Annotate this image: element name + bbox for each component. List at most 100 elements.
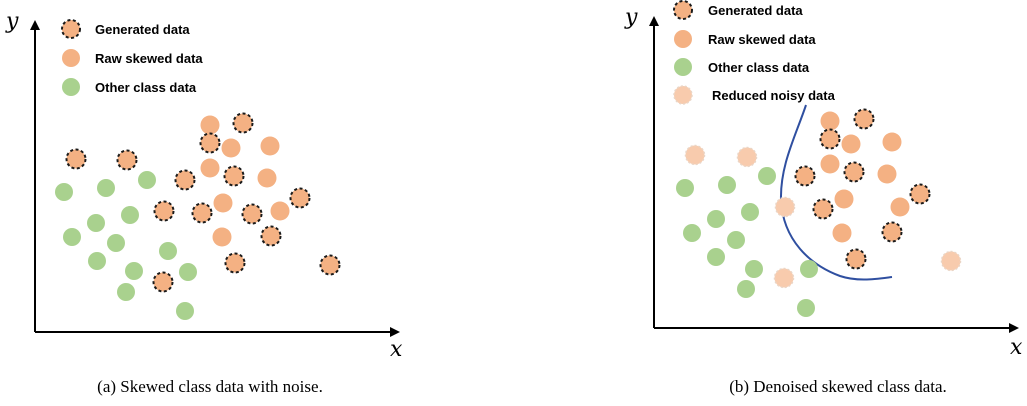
generated-point <box>152 271 174 293</box>
generated-point <box>819 128 841 150</box>
raw-point <box>200 158 220 178</box>
other-point <box>121 206 139 224</box>
generated-point <box>794 165 816 187</box>
generated-point <box>174 169 196 191</box>
other-point <box>718 176 736 194</box>
other-point <box>737 280 755 298</box>
generated-point <box>319 254 341 276</box>
generated-point <box>909 183 931 205</box>
generated-point <box>845 248 867 270</box>
generated-point <box>65 148 87 170</box>
generated-point <box>232 112 254 134</box>
legend-other-marker <box>674 58 692 76</box>
other-point <box>800 260 818 278</box>
other-point <box>683 224 701 242</box>
legend-reduced-label: Reduced noisy data <box>712 88 836 103</box>
reduced-noisy-points <box>684 144 962 289</box>
other-point <box>707 248 725 266</box>
generated-point <box>881 221 903 243</box>
legend: Generated data Raw skewed data Other cla… <box>673 0 836 105</box>
other-point <box>676 179 694 197</box>
reduced-point <box>774 196 796 218</box>
legend-generated-label: Generated data <box>95 22 190 37</box>
raw-point <box>877 164 897 184</box>
other-point <box>176 302 194 320</box>
generated-point <box>153 200 175 222</box>
panel-b: y x Generated data Raw skewed data Other… <box>624 0 1023 396</box>
generated-point <box>223 165 245 187</box>
caption-a: (a) Skewed class data with noise. <box>97 377 323 396</box>
other-point <box>138 171 156 189</box>
caption-b: (b) Denoised skewed class data. <box>729 377 947 396</box>
raw-point <box>270 201 290 221</box>
other-point <box>117 283 135 301</box>
legend: Generated data Raw skewed data Other cla… <box>61 19 203 96</box>
raw-point <box>213 193 233 213</box>
generated-point <box>843 161 865 183</box>
legend-reduced-marker <box>673 85 693 105</box>
y-axis-label: y <box>5 9 19 34</box>
other-point <box>88 252 106 270</box>
generated-point <box>853 108 875 130</box>
other-point <box>745 260 763 278</box>
other-point <box>159 242 177 260</box>
raw-point <box>882 132 902 152</box>
legend-raw-label: Raw skewed data <box>708 32 816 47</box>
raw-point <box>834 189 854 209</box>
generated-points <box>794 108 931 270</box>
generated-point <box>191 202 213 224</box>
x-axis-label: x <box>1010 335 1023 360</box>
raw-point <box>260 136 280 156</box>
raw-point <box>820 154 840 174</box>
generated-point <box>241 203 263 225</box>
generated-point <box>224 252 246 274</box>
generated-points <box>65 112 341 293</box>
other-class-points <box>676 167 818 317</box>
other-point <box>97 179 115 197</box>
legend-raw-label: Raw skewed data <box>95 51 203 66</box>
raw-point <box>200 115 220 135</box>
raw-point <box>820 111 840 131</box>
y-axis-label: y <box>624 5 638 30</box>
legend-generated-marker <box>61 19 81 39</box>
generated-point <box>199 132 221 154</box>
generated-point <box>812 198 834 220</box>
panel-a: y x Generated data Raw skewed data Other… <box>5 9 403 396</box>
other-point <box>107 234 125 252</box>
other-point <box>758 167 776 185</box>
raw-skewed-points <box>200 115 290 247</box>
raw-point <box>841 134 861 154</box>
reduced-point <box>684 144 706 166</box>
raw-point <box>890 197 910 217</box>
reduced-point <box>940 250 962 272</box>
other-point <box>727 231 745 249</box>
x-axis-label: x <box>390 337 403 362</box>
reduced-point <box>773 267 795 289</box>
reduced-point <box>736 146 758 168</box>
raw-skewed-points <box>820 111 910 243</box>
raw-point <box>257 168 277 188</box>
other-point <box>125 262 143 280</box>
legend-other-label: Other class data <box>708 60 810 75</box>
raw-point <box>221 138 241 158</box>
legend-raw-marker <box>62 49 80 67</box>
raw-point <box>832 223 852 243</box>
other-point <box>55 183 73 201</box>
generated-point <box>116 149 138 171</box>
other-class-points <box>55 171 197 320</box>
legend-raw-marker <box>674 30 692 48</box>
legend-other-label: Other class data <box>95 80 197 95</box>
generated-point <box>260 225 282 247</box>
other-point <box>741 203 759 221</box>
legend-generated-marker <box>673 0 693 20</box>
other-point <box>707 210 725 228</box>
other-point <box>63 228 81 246</box>
other-point <box>179 263 197 281</box>
legend-other-marker <box>62 78 80 96</box>
raw-point <box>212 227 232 247</box>
other-point <box>87 214 105 232</box>
generated-point <box>289 187 311 209</box>
legend-generated-label: Generated data <box>708 3 803 18</box>
other-point <box>797 299 815 317</box>
